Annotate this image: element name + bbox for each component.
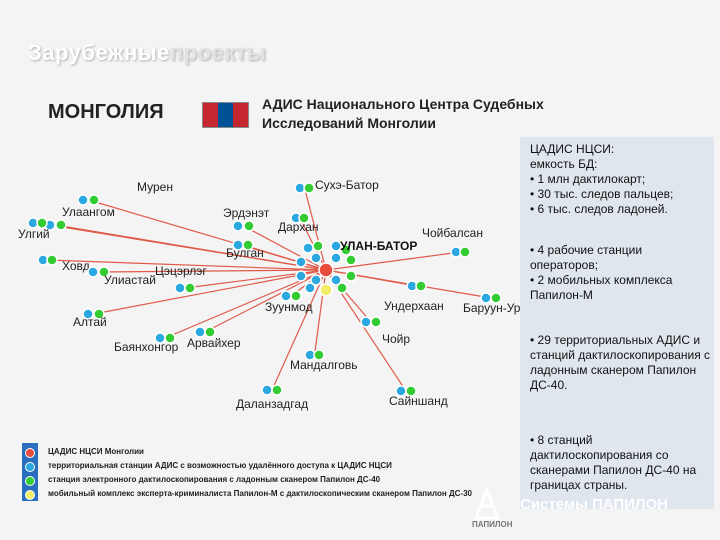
remote-station-dot-icon (310, 252, 322, 264)
city-label: Дархан (278, 220, 319, 234)
country-label: МОНГОЛИЯ (48, 101, 164, 123)
mongolia-flag-icon (202, 102, 249, 128)
remote-station-dot-icon (295, 256, 307, 268)
legend-item: территориальная станции АДИС с возможнос… (22, 461, 522, 473)
center-dot-icon (25, 448, 35, 458)
city-label: Баянхонгор (114, 340, 179, 354)
mobile-unit-dot-icon (25, 490, 35, 500)
palm-station-dot-icon (298, 212, 310, 224)
city-label: Улгий (18, 227, 50, 241)
legend-bar (22, 443, 38, 501)
palm-station-dot-icon (345, 270, 357, 282)
info-block-territorial: • 29 территориальных АДИС и станций дакт… (530, 333, 711, 392)
city-label: Сухэ-Батор (315, 178, 379, 192)
palm-station-dot-icon (459, 246, 471, 258)
papillon-logo-icon (473, 485, 501, 520)
city-label: Ундерхаан (384, 299, 444, 313)
legend-item: станция электронного дактилоскопирования… (22, 475, 522, 487)
palm-station-dot-icon (271, 384, 283, 396)
remote-station-dot-icon (330, 274, 342, 286)
palm-station-dot-icon (415, 280, 427, 292)
remote-station-dot-icon (310, 274, 322, 286)
palm-station-dot-icon (370, 316, 382, 328)
palm-station-dot-icon (340, 244, 352, 256)
palm-station-dot-icon (98, 266, 110, 278)
palm-station-dot-icon (336, 282, 348, 294)
link-line (303, 187, 327, 271)
hub-label: УЛАН-БАТОР (340, 239, 417, 253)
palm-station-dot-icon (290, 290, 302, 302)
remote-station-dot-icon (330, 252, 342, 264)
palm-station-dot-icon (312, 240, 324, 252)
center-dot-icon (318, 262, 334, 278)
link-line (243, 225, 327, 271)
city-label: Арвайхер (187, 336, 241, 350)
palm-station-dot-icon (303, 182, 315, 194)
link-line (325, 251, 461, 271)
palm-station-dot-icon (204, 326, 216, 338)
remote-station-dot-icon (77, 194, 89, 206)
remote-station-dot-icon (302, 242, 314, 254)
mobile-unit-dot-icon (319, 283, 333, 297)
slide-title: АДИС Национального Центра Судебных Исслед… (262, 96, 544, 131)
city-label: Мандалговь (290, 358, 358, 372)
remote-station-dot-icon (295, 270, 307, 282)
city-label: Чойр (382, 332, 410, 346)
remote-station-dot-icon (174, 282, 186, 294)
city-label: Чойбалсан (422, 226, 483, 240)
link-line (47, 259, 327, 271)
legend-item: ЦАДИС НЦСИ Монголии (22, 447, 522, 459)
city-label: Зуунмод (265, 300, 313, 314)
link-line (98, 269, 327, 273)
link-line (271, 269, 327, 391)
city-label: Сайншанд (389, 394, 448, 408)
city-label: Цэцэрлэг (155, 264, 207, 278)
palm-station-dot-icon (313, 349, 325, 361)
section-title: Зарубежныепроекты (28, 40, 267, 65)
remote-station-dot-icon (87, 266, 99, 278)
remote-station-dot-icon (330, 240, 342, 252)
palm-station-dot-icon (405, 385, 417, 397)
remote-station-dot-icon (232, 220, 244, 232)
palm-station-dot-icon (345, 254, 357, 266)
link-line (204, 269, 327, 333)
legend-item: мобильный комплекс эксперта-криминалиста… (22, 489, 522, 501)
info-block-db: ЦАДИС НЦСИ: емкость БД: • 1 млн дактилок… (530, 142, 674, 216)
palm-station-dot-icon (46, 254, 58, 266)
palm-station-dot-icon (243, 220, 255, 232)
city-label: Ховд (62, 259, 90, 273)
palm-station-dot-icon (164, 332, 176, 344)
city-label: Алтай (73, 315, 107, 329)
city-label: Баруун-Урт (463, 301, 526, 315)
remote-station-dot-icon (304, 282, 316, 294)
city-label: Эрдэнэт (223, 206, 270, 220)
info-block-workstations: • 4 рабочие станции операторов; • 2 моби… (530, 243, 673, 302)
city-label: Даланзадгад (236, 397, 308, 411)
link-line (242, 244, 327, 271)
remote-station-dot-icon (360, 316, 372, 328)
city-label: Улиастай (104, 273, 156, 287)
city-label: Мурен (137, 180, 173, 194)
palm-station-dot-icon (88, 194, 100, 206)
palm-station-dot-icon (93, 308, 105, 320)
brand: ПАПИЛОН Системы ПАПИЛОН (470, 482, 710, 532)
palm-station-dot-icon (25, 476, 35, 486)
palm-station-dot-icon (36, 217, 48, 229)
remote-station-dot-icon (261, 384, 273, 396)
palm-station-dot-icon (184, 282, 196, 294)
city-label: Улаангом (62, 205, 115, 219)
info-block-border: • 8 станций дактилоскопирования со скане… (530, 433, 697, 492)
city-label: Булган (226, 246, 264, 260)
remote-station-dot-icon (25, 462, 35, 472)
palm-station-dot-icon (490, 292, 502, 304)
info-panel: ЦАДИС НЦСИ: емкость БД: • 1 млн дактилок… (520, 137, 714, 509)
link-line (93, 269, 327, 315)
link-line (37, 222, 327, 271)
palm-station-dot-icon (55, 219, 67, 231)
remote-station-dot-icon (82, 308, 94, 320)
palm-station-dot-icon (242, 239, 254, 251)
